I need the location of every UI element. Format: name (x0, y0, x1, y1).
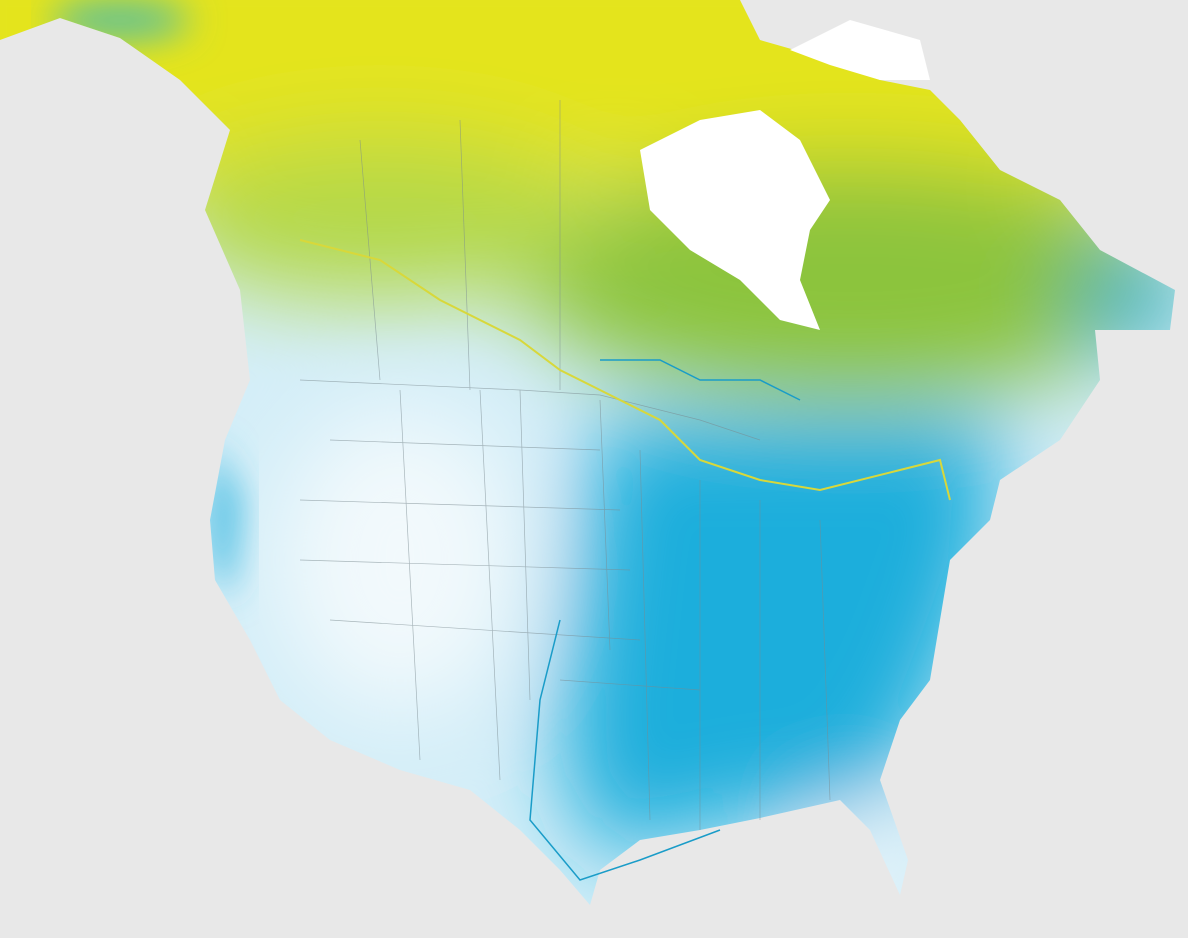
alaska-green (50, 0, 190, 40)
yellow-contour-line (299, 239, 951, 501)
florida-light (820, 810, 900, 905)
east-blue-zone (560, 420, 1000, 860)
west-white-zone (280, 410, 520, 710)
state-lines-horizontal (299, 439, 701, 691)
state-lines-vertical (399, 389, 831, 830)
arctic-water (790, 20, 930, 80)
us-canada-border (299, 379, 761, 441)
political-borders (299, 100, 831, 830)
hudson-bay (640, 110, 830, 330)
newfoundland-blue (1070, 250, 1175, 350)
green-zone-west (160, 140, 600, 300)
province-lines (359, 100, 561, 391)
blue-contour-line (529, 359, 801, 881)
pacific-coast-blue (210, 440, 240, 600)
